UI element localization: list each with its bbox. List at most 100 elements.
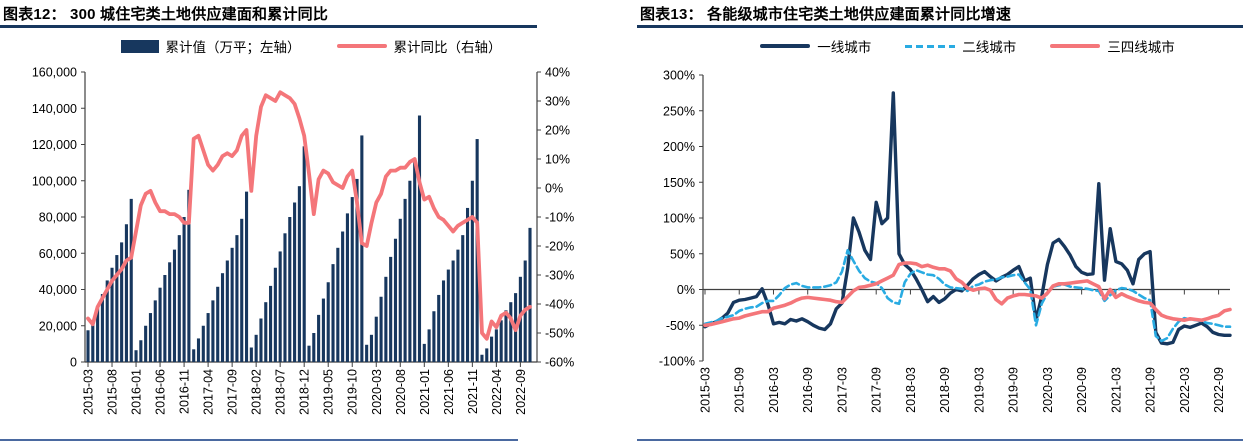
svg-text:2017-04: 2017-04: [202, 369, 216, 415]
svg-text:2021-01: 2021-01: [418, 369, 432, 415]
legend-label: 二线城市: [962, 40, 1017, 55]
axis-labels: 0 20,000 40,000 60,000 80,000 100,000 120,000 1…: [32, 66, 574, 415]
legend-label: 累计值（万平；左轴）: [165, 40, 301, 55]
svg-text:40,000: 40,000: [39, 283, 77, 297]
svg-text:2016-01: 2016-01: [130, 369, 144, 415]
svg-text:-10%: -10%: [545, 211, 574, 225]
svg-text:2018-07: 2018-07: [274, 369, 288, 415]
svg-text:30%: 30%: [545, 95, 570, 109]
left-title-divider: [0, 25, 537, 28]
svg-text:2016-11: 2016-11: [178, 369, 192, 414]
line-series-0: [703, 91, 1232, 346]
svg-text:0%: 0%: [677, 283, 695, 297]
legend-label: 累计同比（右轴）: [393, 40, 502, 55]
svg-text:100%: 100%: [663, 212, 695, 226]
svg-text:0: 0: [70, 356, 77, 370]
svg-text:2017-09: 2017-09: [870, 367, 884, 413]
right-panel-bottom-rule: [637, 439, 1243, 441]
svg-text:2022-03: 2022-03: [1178, 367, 1192, 413]
svg-text:-30%: -30%: [545, 269, 574, 283]
svg-text:160,000: 160,000: [32, 66, 77, 80]
svg-text:2018-12: 2018-12: [298, 369, 312, 415]
panel-right: 图表13： 各能级城市住宅类土地供应建面累计同比增速 一线城市 二线城市 三四线…: [630, 0, 1243, 442]
svg-text:2020-03: 2020-03: [1041, 367, 1055, 413]
svg-text:10%: 10%: [545, 153, 570, 167]
yoy-line-series: [86, 90, 532, 341]
svg-text:2015-08: 2015-08: [106, 369, 120, 415]
svg-text:2017-03: 2017-03: [835, 367, 849, 413]
svg-text:-100%: -100%: [659, 355, 695, 369]
svg-text:-50%: -50%: [545, 327, 574, 341]
svg-text:80,000: 80,000: [39, 211, 77, 225]
right-title-divider: [637, 25, 1243, 28]
left-chart-plot: 0 20,000 40,000 60,000 80,000 100,000 120,000 1…: [32, 66, 574, 415]
right-chart-legend: 一线城市 二线城市 三四线城市: [703, 36, 1232, 56]
line-swatch-icon: [336, 44, 387, 48]
bar-series: [86, 115, 532, 363]
left-chart-title: 图表12： 300 城住宅类土地供应建面和累计同比: [3, 6, 329, 23]
svg-text:0%: 0%: [545, 182, 563, 196]
axis-ticks: [81, 71, 541, 367]
svg-text:250%: 250%: [663, 104, 695, 118]
svg-text:2021-09: 2021-09: [1144, 367, 1158, 413]
svg-text:2019-10: 2019-10: [346, 369, 360, 415]
line-series-2: [703, 261, 1232, 328]
svg-text:2015-03: 2015-03: [699, 367, 713, 413]
right-chart-plot: -100% -50% 0% 50% 100% 150% 200% 250% 300% 2015-0…: [659, 69, 1232, 413]
svg-text:2016-09: 2016-09: [801, 367, 815, 413]
svg-text:-20%: -20%: [545, 240, 574, 254]
svg-text:40%: 40%: [545, 66, 570, 80]
svg-text:2019-05: 2019-05: [322, 369, 336, 415]
axis-ticks: [699, 74, 1220, 362]
left-panel-bottom-rule: [0, 439, 518, 441]
legend-item-cumulative-yoy: 累计同比（右轴）: [336, 36, 502, 56]
line-swatch-icon: [1050, 44, 1101, 48]
axes: [702, 75, 1230, 361]
line-swatch-icon: [760, 44, 811, 48]
svg-text:50%: 50%: [670, 247, 695, 261]
svg-text:60,000: 60,000: [39, 247, 77, 261]
line-series-1: [703, 248, 1232, 343]
svg-text:120,000: 120,000: [32, 138, 77, 152]
dashed-line-swatch-icon: [905, 44, 956, 48]
right-chart-title: 图表13： 各能级城市住宅类土地供应建面累计同比增速: [640, 6, 1012, 23]
svg-text:2016-03: 2016-03: [767, 367, 781, 413]
svg-text:2015-03: 2015-03: [82, 369, 96, 415]
svg-text:2021-03: 2021-03: [1109, 367, 1123, 413]
svg-text:100,000: 100,000: [32, 174, 77, 188]
svg-text:2021-06: 2021-06: [442, 369, 456, 415]
svg-text:2017-09: 2017-09: [226, 369, 240, 415]
legend-item-tier1: 一线城市: [760, 36, 871, 56]
legend-label: 一线城市: [817, 40, 872, 55]
svg-text:2022-04: 2022-04: [490, 369, 504, 415]
bar-swatch-icon: [120, 39, 159, 53]
svg-text:20%: 20%: [545, 124, 570, 138]
legend-item-tier2: 二线城市: [905, 36, 1016, 56]
svg-text:-40%: -40%: [545, 298, 574, 312]
svg-text:2021-11: 2021-11: [466, 369, 480, 414]
left-chart-legend: 累计值（万平；左轴） 累计同比（右轴）: [85, 36, 537, 56]
svg-text:2022-09: 2022-09: [514, 369, 528, 415]
legend-item-tier34: 三四线城市: [1050, 36, 1175, 56]
svg-text:-60%: -60%: [545, 356, 574, 370]
svg-text:2019-09: 2019-09: [1007, 367, 1021, 413]
svg-text:20,000: 20,000: [39, 319, 77, 333]
svg-text:2018-02: 2018-02: [250, 369, 264, 415]
svg-text:2015-09: 2015-09: [733, 367, 747, 413]
svg-text:-50%: -50%: [666, 319, 695, 333]
svg-text:2019-03: 2019-03: [972, 367, 986, 413]
svg-text:300%: 300%: [663, 69, 695, 83]
svg-text:2016-06: 2016-06: [154, 369, 168, 415]
svg-text:2020-08: 2020-08: [394, 369, 408, 415]
svg-text:200%: 200%: [663, 140, 695, 154]
legend-label: 三四线城市: [1107, 40, 1175, 55]
legend-item-cumulative-value: 累计值（万平；左轴）: [120, 36, 301, 56]
svg-text:2020-03: 2020-03: [370, 369, 384, 415]
svg-text:2022-09: 2022-09: [1212, 367, 1226, 413]
axis-labels: -100% -50% 0% 50% 100% 150% 200% 250% 300% 2015-0…: [659, 69, 1226, 413]
svg-text:140,000: 140,000: [32, 102, 77, 116]
svg-text:2018-03: 2018-03: [904, 367, 918, 413]
svg-text:2020-09: 2020-09: [1075, 367, 1089, 413]
panel-left: 图表12： 300 城住宅类土地供应建面和累计同比 累计值（万平；左轴） 累计同…: [0, 0, 620, 442]
